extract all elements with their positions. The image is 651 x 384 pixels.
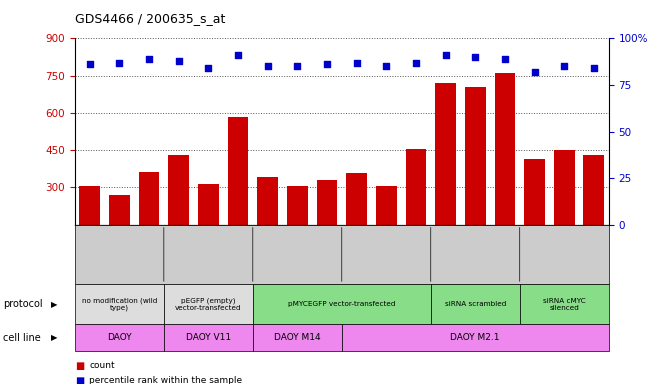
Text: GDS4466 / 200635_s_at: GDS4466 / 200635_s_at	[75, 12, 225, 25]
Bar	[495, 73, 515, 262]
Text: cell line: cell line	[3, 333, 41, 343]
Point	[529, 69, 540, 75]
Text: siRNA cMYC
silenced: siRNA cMYC silenced	[543, 298, 586, 311]
Text: ▶: ▶	[51, 333, 57, 342]
Text: pEGFP (empty)
vector-transfected: pEGFP (empty) vector-transfected	[175, 298, 242, 311]
Bar	[465, 87, 486, 262]
Bar	[168, 155, 189, 262]
Point	[114, 60, 124, 66]
Bar	[406, 149, 426, 262]
Bar	[376, 186, 396, 262]
Point	[203, 65, 214, 71]
Text: DAOY: DAOY	[107, 333, 132, 342]
Text: percentile rank within the sample: percentile rank within the sample	[89, 376, 242, 384]
Text: ■: ■	[75, 361, 84, 371]
Text: siRNA scrambled: siRNA scrambled	[445, 301, 506, 307]
Text: DAOY V11: DAOY V11	[186, 333, 231, 342]
Point	[559, 63, 570, 70]
Point	[381, 63, 391, 70]
Text: count: count	[89, 361, 115, 371]
Bar	[79, 186, 100, 262]
Bar	[228, 117, 249, 262]
Bar	[554, 150, 575, 262]
Point	[292, 63, 303, 70]
Point	[322, 61, 332, 68]
Point	[262, 63, 273, 70]
Bar	[524, 159, 545, 262]
Point	[500, 56, 510, 62]
Text: protocol: protocol	[3, 299, 43, 310]
Text: DAOY M2.1: DAOY M2.1	[450, 333, 500, 342]
Point	[440, 52, 450, 58]
Point	[173, 58, 184, 64]
Point	[144, 56, 154, 62]
Bar	[583, 155, 604, 262]
Point	[85, 61, 95, 68]
Bar	[257, 177, 278, 262]
Point	[411, 60, 421, 66]
Text: ■: ■	[75, 376, 84, 384]
Text: DAOY M14: DAOY M14	[274, 333, 320, 342]
Text: ▶: ▶	[51, 300, 57, 309]
Bar	[198, 184, 219, 262]
Bar	[109, 195, 130, 262]
Text: pMYCEGFP vector-transfected: pMYCEGFP vector-transfected	[288, 301, 396, 307]
Bar	[436, 83, 456, 262]
Bar	[346, 173, 367, 262]
Point	[470, 54, 480, 60]
Text: no modification (wild
type): no modification (wild type)	[81, 297, 157, 311]
Point	[589, 65, 599, 71]
Bar	[287, 186, 308, 262]
Point	[233, 52, 243, 58]
Point	[352, 60, 362, 66]
Bar	[139, 172, 159, 262]
Bar	[316, 180, 337, 262]
